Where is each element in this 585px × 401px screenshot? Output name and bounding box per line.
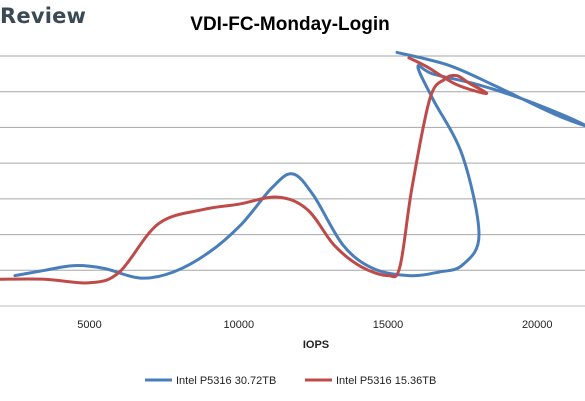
x-tick-label: 5000 [77,319,101,331]
legend: Intel P5316 30.72TB Intel P5316 15.36TB [145,375,436,387]
x-tick-labels: 5000 10000 15000 20000 [77,319,552,331]
gridlines [0,55,585,271]
legend-label-2: Intel P5316 15.36TB [336,375,436,387]
x-tick-label: 20000 [522,319,553,331]
x-tick-label: 10000 [223,319,254,331]
x-axis-title: IOPS [303,339,329,351]
legend-label-1: Intel P5316 30.72TB [176,375,276,387]
series-lines [0,50,585,285]
series-line-1 [13,50,585,280]
brand-logo-text: Review [0,4,87,28]
x-tick-label: 15000 [373,319,404,331]
series-line-2 [0,56,489,285]
chart-title: VDI-FC-Monday-Login [190,14,390,35]
